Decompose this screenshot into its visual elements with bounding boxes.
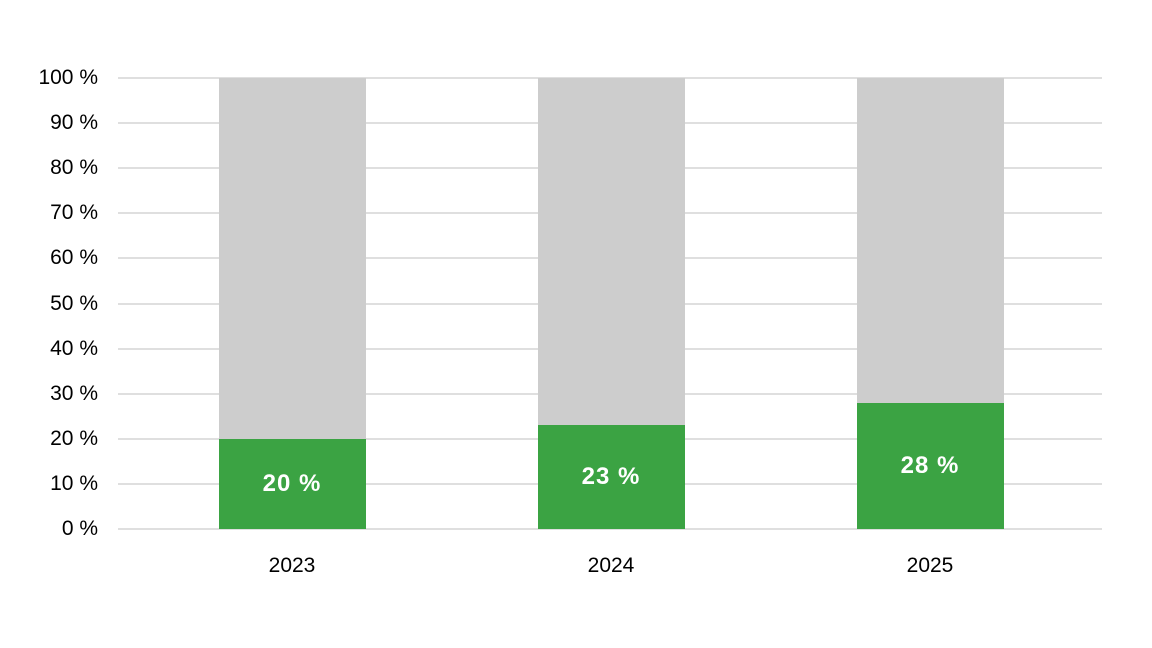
x-tick-label: 2024 (587, 554, 635, 577)
bar-segment-remainder (218, 78, 366, 439)
y-tick-label: 100 % (38, 66, 98, 89)
y-tick-label: 10 % (50, 471, 98, 495)
x-tick-label: 2023 (268, 554, 316, 577)
bar-segment-remainder (856, 78, 1004, 403)
y-tick-label: 20 % (50, 426, 98, 450)
y-tick-label: 90 % (50, 111, 98, 135)
bar-segment-value: 28 % (856, 403, 1004, 529)
gridline (118, 528, 1102, 530)
bar-segment-remainder (537, 78, 685, 425)
y-tick-label: 60 % (50, 246, 98, 270)
y-tick-label: 70 % (50, 201, 98, 225)
bar-value-label: 28 % (900, 452, 960, 479)
y-tick-label: 30 % (50, 381, 98, 405)
y-tick-label: 0 % (61, 517, 98, 540)
bar-segment-value: 23 % (537, 425, 685, 529)
y-tick-label: 50 % (50, 291, 98, 315)
bar-value-label: 20 % (262, 470, 322, 497)
bar-2025: 28 % (856, 78, 1004, 529)
bar-2024: 23 % (537, 78, 685, 529)
bar-value-label: 23 % (581, 463, 641, 490)
x-tick-label: 2025 (906, 554, 954, 577)
y-tick-label: 80 % (50, 156, 98, 180)
bar-2023: 20 % (218, 78, 366, 529)
bar-segment-value: 20 % (218, 439, 366, 529)
y-tick-label: 40 % (50, 336, 98, 360)
